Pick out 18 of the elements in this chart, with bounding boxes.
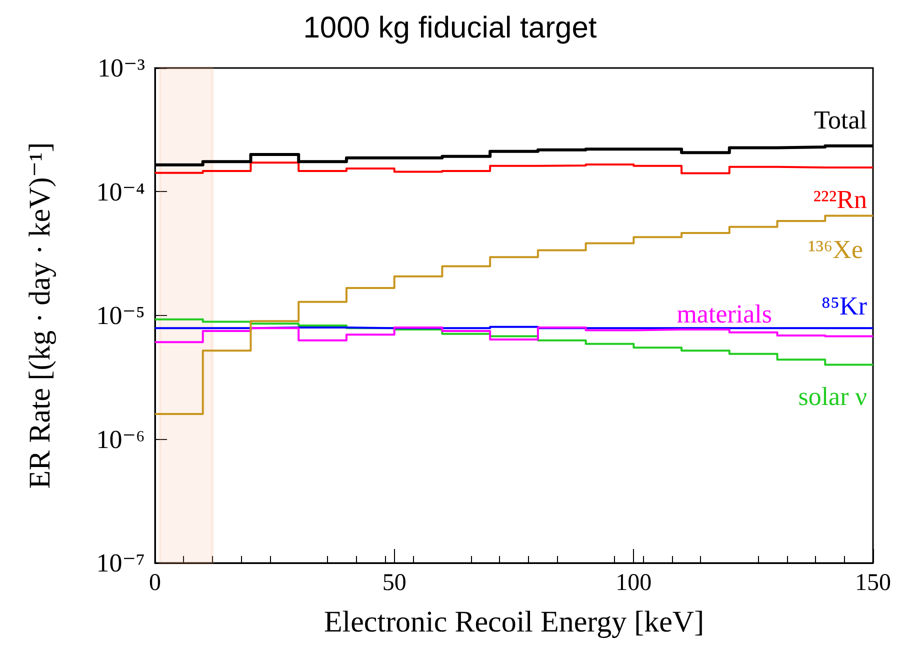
series-label: ¹³⁶Xe [808,235,863,264]
x-tick-label: 50 [382,570,406,596]
x-tick-label: 150 [855,570,891,596]
series-label: Total [814,105,867,134]
y-tick-label: 10⁻⁵ [96,301,145,330]
x-axis-title: Electronic Recoil Energy [keV] [324,606,704,638]
y-tick-label: 10⁻⁷ [96,548,145,578]
y-tick-label: 10⁻³ [97,54,146,82]
y-tick-label: 10⁻⁴ [96,177,145,206]
y-tick-label: 10⁻⁶ [96,424,145,454]
y-axis-title: ER Rate [(kg · day · keV)⁻¹] [24,142,56,489]
x-tick-label: 100 [616,570,652,596]
series-label: solar ν [798,382,868,412]
x-tick-label: 0 [149,570,161,596]
series-label: ²²²Rn [813,185,867,214]
series-label: materials [676,300,772,329]
chart-title: 1000 kg fiducial target [303,12,598,44]
series-label: ⁸⁵Kr [821,292,868,321]
